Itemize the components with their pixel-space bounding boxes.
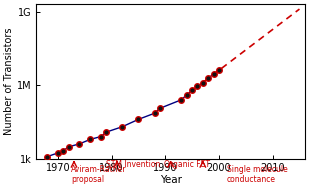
Text: Aviram-Ratner
proposal: Aviram-Ratner proposal <box>71 165 127 184</box>
Text: Single molecule
conductance: Single molecule conductance <box>227 165 288 184</box>
Text: STM Invention: STM Invention <box>106 160 160 169</box>
Text: Organic FET: Organic FET <box>164 160 210 169</box>
X-axis label: Year: Year <box>160 175 182 185</box>
Y-axis label: Number of Transistors: Number of Transistors <box>4 28 14 135</box>
